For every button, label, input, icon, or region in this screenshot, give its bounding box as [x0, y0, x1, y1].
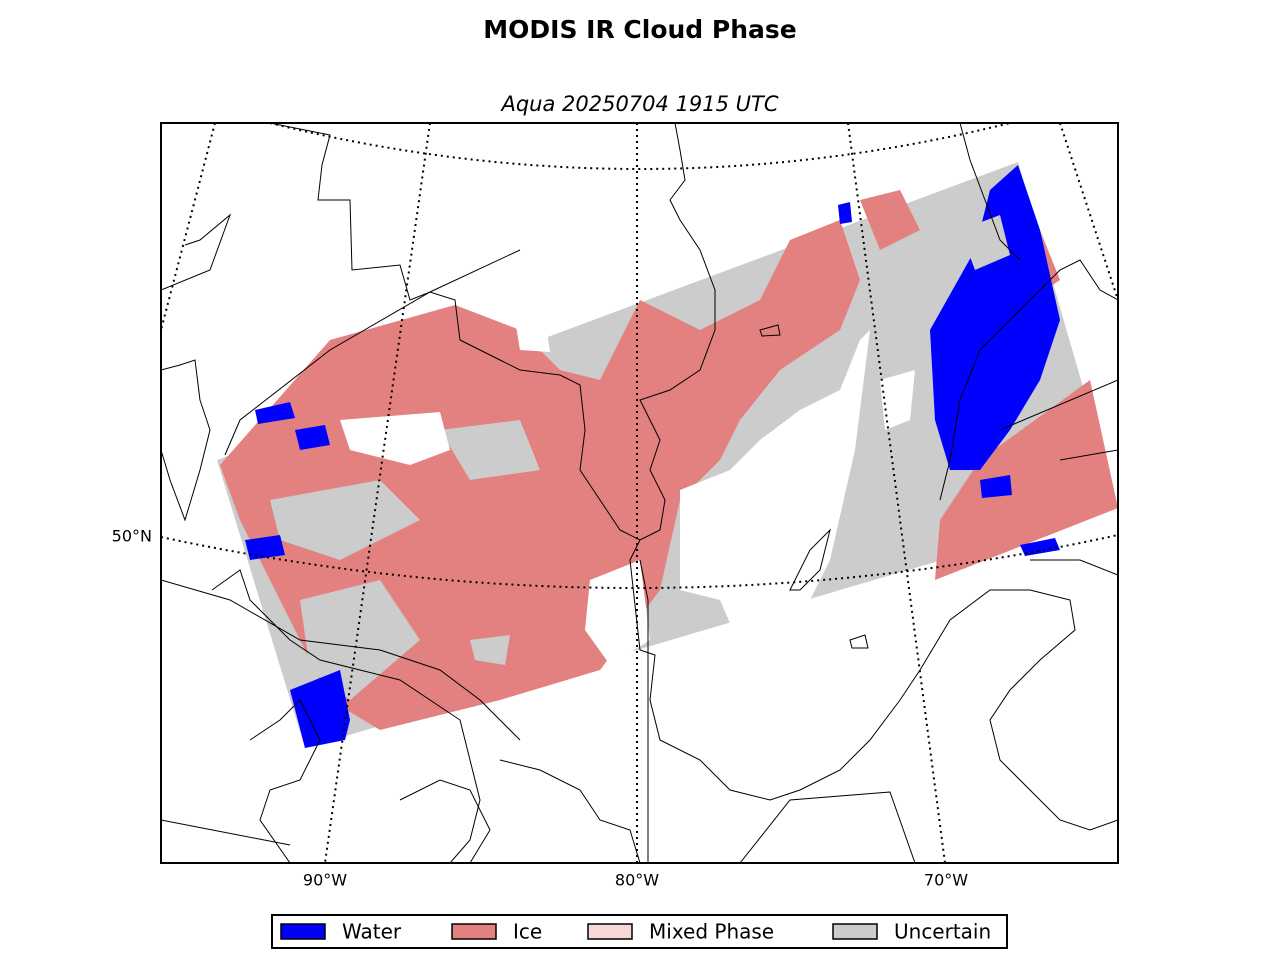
island — [789, 528, 831, 591]
coastline — [161, 213, 232, 291]
legend-label: Water — [342, 920, 402, 944]
longitude-label: 90°W — [303, 871, 347, 890]
swath-ice — [935, 380, 1118, 580]
legend-swatch — [451, 923, 497, 940]
longitude-label: 70°W — [924, 871, 968, 890]
legend-label: Ice — [513, 920, 542, 944]
swath-clear — [880, 370, 915, 430]
border — [739, 791, 916, 863]
swath-uncertain-patch — [440, 420, 540, 480]
graticule-meridian — [324, 123, 431, 863]
coastline — [629, 539, 1118, 831]
coastline — [999, 379, 1118, 431]
legend-box — [271, 914, 1008, 949]
swath-water — [838, 202, 852, 224]
coastline — [161, 359, 211, 522]
border — [1059, 449, 1118, 461]
graticule-meridian — [1059, 123, 1118, 301]
coastline — [499, 759, 641, 863]
map-area — [161, 123, 1118, 863]
swath-water — [980, 475, 1012, 498]
swath-clear — [515, 318, 550, 352]
border — [1030, 559, 1118, 576]
latitude-label: 50°N — [112, 527, 152, 546]
graticule-parallel — [269, 123, 1011, 170]
legend-label: Mixed Phase — [649, 920, 774, 944]
coastline — [211, 569, 481, 863]
subtitle: Aqua 20250704 1915 UTC — [499, 92, 778, 116]
legend-swatch — [280, 923, 326, 940]
border — [224, 249, 521, 456]
island — [849, 634, 869, 649]
longitude-label: 80°W — [615, 871, 659, 890]
swath-uncertain-patch — [300, 580, 420, 700]
swath-uncertain-patch — [960, 215, 1010, 270]
swath-clear — [585, 560, 650, 665]
swath-clear — [340, 412, 450, 465]
coastline — [939, 259, 1118, 501]
swath-uncertain-patch — [470, 635, 510, 665]
coastline — [249, 699, 321, 863]
swath-water — [290, 670, 350, 748]
border — [161, 819, 291, 846]
swath-uncertain-patch — [270, 480, 420, 560]
map-frame — [160, 122, 1119, 864]
lake — [759, 324, 781, 337]
coastline — [959, 123, 1021, 261]
swath-water — [245, 535, 285, 560]
border — [639, 559, 649, 863]
title: MODIS IR Cloud Phase — [483, 15, 796, 44]
swath-water — [295, 425, 330, 450]
legend-swatch — [587, 923, 633, 940]
legend: Water Ice Mixed Phase Uncertain — [271, 914, 1008, 949]
swath-ice — [860, 190, 920, 250]
legend-label: Uncertain — [894, 920, 991, 944]
legend-swatch — [832, 923, 878, 940]
coastline — [269, 123, 716, 541]
border — [161, 579, 521, 741]
coastline — [399, 779, 491, 863]
graticule-meridian — [847, 123, 946, 863]
swath-water — [1020, 538, 1060, 556]
swath-water — [255, 402, 295, 424]
graticule-parallel — [161, 534, 1118, 589]
